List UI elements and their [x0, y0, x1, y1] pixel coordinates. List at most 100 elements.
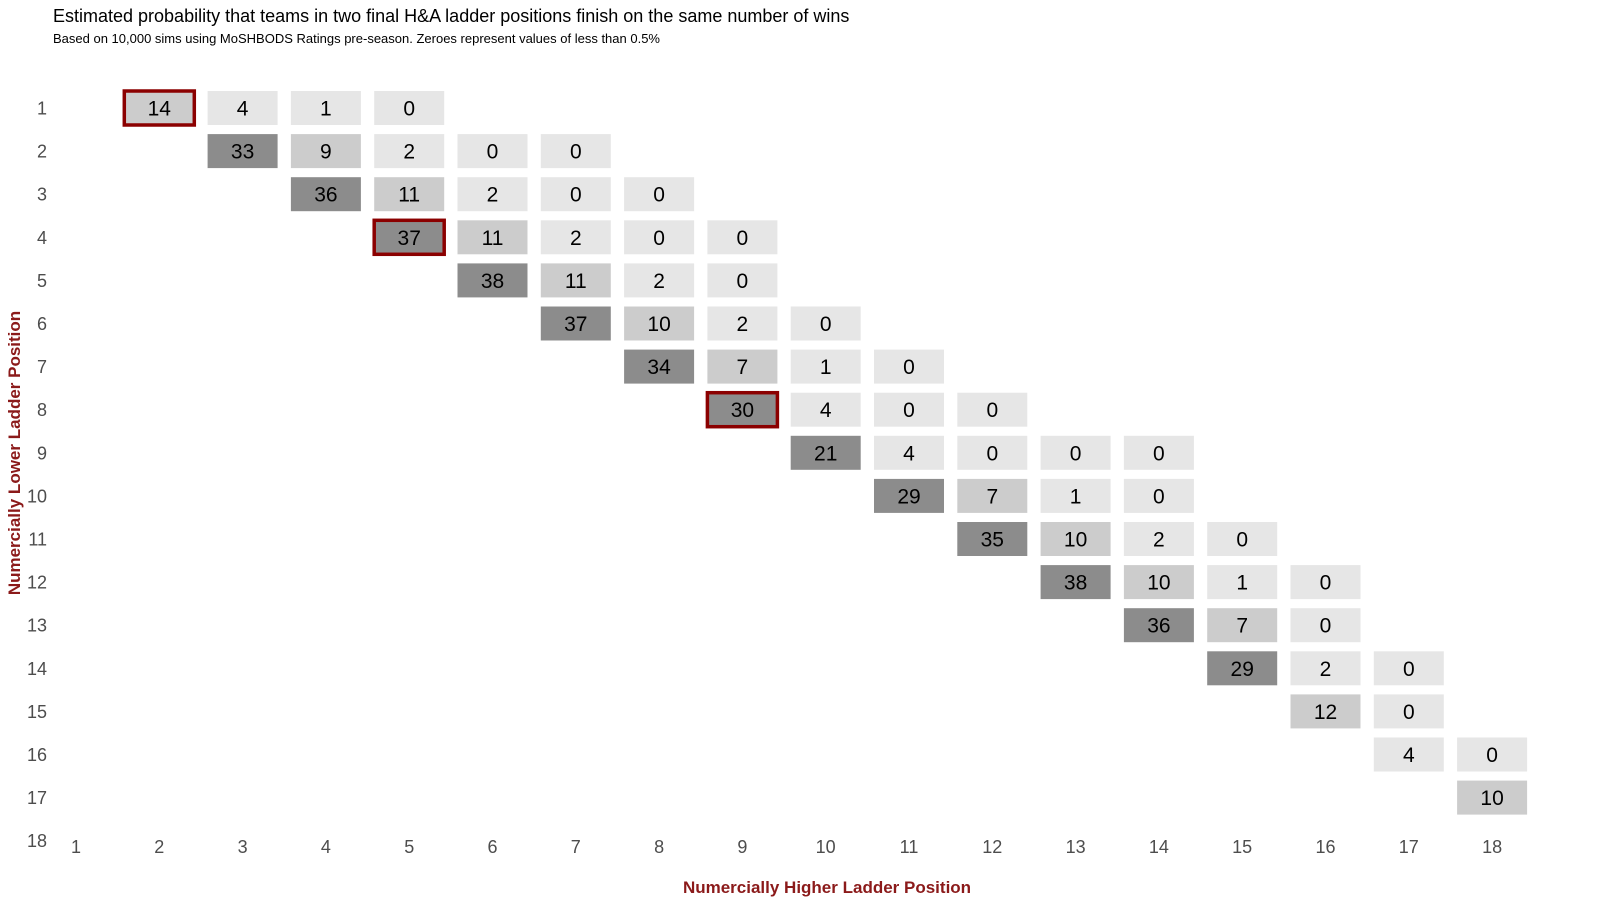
- cell-value-label: 30: [731, 399, 754, 422]
- x-tick-label: 14: [1149, 837, 1169, 857]
- cell-value-label: 37: [398, 227, 421, 250]
- heatmap-cell: [207, 91, 278, 125]
- cell-value-label: 0: [1070, 442, 1082, 465]
- cell-value-label: 0: [653, 184, 665, 207]
- cell-value-label: 0: [487, 141, 499, 164]
- heatmap-cell: [1457, 780, 1528, 815]
- y-tick-label: 18: [27, 831, 47, 851]
- cell-value-label: 0: [1486, 744, 1498, 767]
- cell-value-label: 34: [647, 356, 671, 379]
- cell-value-label: 0: [1236, 529, 1248, 552]
- heatmap-cell: [290, 91, 361, 125]
- heatmap-cell: [374, 91, 445, 125]
- heatmap-cell: [790, 435, 861, 470]
- cell-value-label: 10: [1480, 787, 1503, 810]
- cell-value-label: 0: [403, 98, 415, 121]
- heatmap-cell: [624, 263, 695, 298]
- cell-value-label: 2: [1153, 529, 1165, 552]
- heatmap-cell: [290, 134, 361, 169]
- cell-value-label: 21: [814, 442, 837, 465]
- cell-value-label: 9: [320, 141, 332, 164]
- heatmap-cell: [1373, 737, 1444, 772]
- cell-value-label: 0: [903, 399, 915, 422]
- cell-value-label: 29: [897, 485, 920, 508]
- cell-value-label: 36: [1147, 615, 1170, 638]
- heatmap-cell: [1040, 522, 1111, 556]
- x-tick-label: 15: [1232, 837, 1252, 857]
- heatmap-cell: [1207, 651, 1278, 686]
- heatmap-cell: [1123, 435, 1194, 470]
- cell-value-label: 0: [903, 356, 915, 379]
- cell-value-label: 4: [237, 98, 249, 121]
- cell-value-label: 10: [647, 313, 670, 336]
- chart-subtitle: Based on 10,000 sims using MoSHBODS Rati…: [53, 31, 660, 46]
- heatmap-cell: [1040, 565, 1111, 600]
- heatmap-cell: [1457, 737, 1528, 772]
- y-tick-label: 1: [37, 99, 47, 119]
- y-tick-label: 9: [37, 443, 47, 463]
- cell-value-label: 29: [1231, 658, 1254, 681]
- heatmap-cell: [707, 263, 778, 298]
- x-tick-label: 2: [154, 837, 164, 857]
- heatmap-cell: [707, 349, 778, 384]
- heatmap-cell: [540, 263, 611, 298]
- x-tick-label: 1: [71, 837, 81, 857]
- cell-value-label: 10: [1147, 572, 1170, 595]
- heatmap-cell: [957, 522, 1028, 556]
- x-tick-label: 7: [571, 837, 581, 857]
- y-tick-label: 15: [27, 702, 47, 722]
- cell-value-label: 0: [1320, 615, 1332, 638]
- cell-value-label: 1: [1236, 572, 1248, 595]
- heatmap-cell: [372, 218, 446, 257]
- cell-value-label: 10: [1064, 529, 1087, 552]
- cell-value-label: 11: [482, 227, 504, 250]
- cell-value-label: 2: [487, 184, 499, 207]
- cell-value-label: 38: [1064, 572, 1087, 595]
- y-tick-label: 13: [27, 616, 47, 636]
- x-tick-label: 18: [1482, 837, 1502, 857]
- heatmap-cell: [457, 220, 528, 255]
- heatmap-cell: [207, 134, 278, 169]
- cell-value-label: 2: [737, 313, 749, 336]
- cell-value-label: 12: [1314, 701, 1337, 724]
- cell-value-label: 0: [1153, 442, 1165, 465]
- heatmap-cell: [290, 177, 361, 212]
- cell-value-label: 0: [986, 399, 998, 422]
- cell-value-label: 0: [1153, 485, 1165, 508]
- cell-value-label: 0: [986, 442, 998, 465]
- heatmap-cell: [790, 349, 861, 384]
- y-tick-label: 5: [37, 271, 47, 291]
- heatmap-cell: [374, 134, 445, 169]
- x-axis-title: Numercially Higher Ladder Position: [683, 878, 971, 897]
- heatmap-cell: [957, 478, 1028, 513]
- heatmap-cell: [624, 177, 695, 212]
- heatmap-cell: [1207, 522, 1278, 556]
- heatmap-cell: [874, 349, 944, 384]
- y-tick-label: 3: [37, 185, 47, 205]
- heatmap-cell: [1207, 608, 1278, 643]
- heatmap-cell: [707, 220, 778, 255]
- heatmap-cell: [540, 306, 611, 341]
- heatmap-cell: [874, 392, 944, 427]
- heatmap-cell: [540, 220, 611, 255]
- heatmap-cell: [122, 89, 197, 127]
- cell-value-label: 0: [653, 227, 665, 250]
- heatmap-cell: [705, 390, 780, 429]
- x-tick-label: 9: [737, 837, 747, 857]
- heatmap-cell: [957, 392, 1028, 427]
- cell-value-label: 0: [737, 270, 749, 293]
- heatmap-cell: [1373, 694, 1444, 729]
- x-tick-label: 6: [487, 837, 497, 857]
- heatmap-cell: [1123, 522, 1194, 556]
- cell-value-label: 2: [403, 141, 415, 164]
- cell-value-label: 2: [570, 227, 582, 250]
- cell-value-label: 11: [565, 270, 587, 293]
- cell-value-label: 11: [398, 184, 420, 207]
- y-axis-title: Numercially Lower Ladder Position: [5, 311, 24, 595]
- chart-title: Estimated probability that teams in two …: [53, 6, 850, 26]
- x-tick-label: 4: [321, 837, 331, 857]
- cell-value-label: 37: [564, 313, 587, 336]
- cell-value-label: 7: [986, 485, 998, 508]
- cell-value-label: 0: [1403, 658, 1415, 681]
